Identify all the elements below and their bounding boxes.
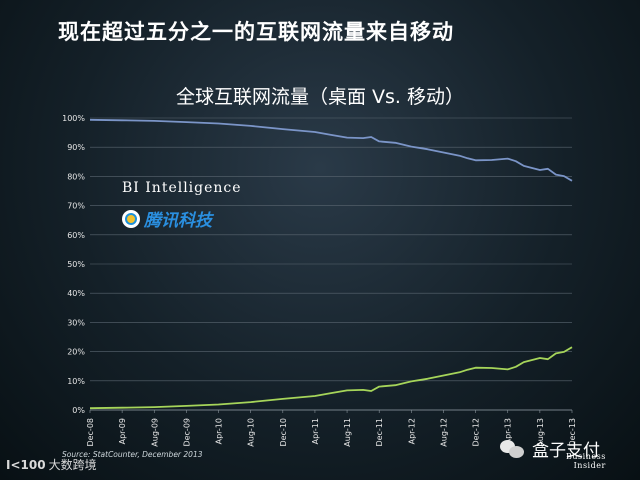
x-tick-label: Apr-11 bbox=[311, 418, 320, 444]
y-tick-label: 80% bbox=[67, 172, 85, 181]
headline: 现在超过五分之一的互联网流量来自移动 bbox=[58, 20, 454, 44]
footer-watermark: I<100 大数跨境 bbox=[6, 456, 97, 473]
y-tick-label: 30% bbox=[67, 318, 85, 327]
business-insider-logo: Business Insider bbox=[566, 452, 606, 470]
mobile-series-line bbox=[89, 346, 573, 410]
chart-title: 全球互联网流量（桌面 Vs. 移动） bbox=[175, 86, 465, 108]
x-tick-label: Aug-12 bbox=[439, 418, 448, 447]
wechat-icon bbox=[500, 438, 526, 460]
y-tick-labels: 0% 10% 20% 30% 40% 50% 60% 70% 80% 90% 100% bbox=[62, 114, 85, 415]
y-tick-label: 90% bbox=[67, 143, 85, 152]
x-tick-label: Apr-13 bbox=[504, 418, 513, 444]
y-tick-label: 0% bbox=[72, 406, 85, 415]
x-tick-label: Dec-09 bbox=[182, 418, 191, 447]
y-tick-label: 70% bbox=[67, 202, 85, 211]
business-insider-line1: Business bbox=[566, 452, 606, 461]
x-tick-label: Dec-11 bbox=[375, 418, 384, 447]
y-tick-label: 100% bbox=[62, 114, 85, 123]
desktop-series-line bbox=[89, 118, 573, 182]
tencent-logo-icon bbox=[122, 209, 140, 228]
source-note: Source: StatCounter, December 2013 bbox=[62, 450, 203, 459]
x-tick-label: Aug-09 bbox=[150, 418, 159, 447]
wechat-account: 盒子支付 bbox=[500, 436, 600, 461]
tencent-tech-label: 腾讯科技 bbox=[144, 211, 212, 231]
series-layer bbox=[89, 118, 573, 410]
y-tick-label: 20% bbox=[67, 348, 85, 357]
y-tick-label: 10% bbox=[67, 377, 85, 386]
grid-layer bbox=[89, 117, 573, 413]
x-tick-label: Apr-12 bbox=[407, 418, 416, 444]
bi-intelligence-brand: BI Intelligence bbox=[122, 180, 242, 196]
y-tick-label: 60% bbox=[67, 231, 85, 240]
business-insider-line2: Insider bbox=[573, 461, 606, 470]
y-tick-label: 40% bbox=[67, 289, 85, 298]
x-tick-label: Dec-12 bbox=[472, 418, 481, 447]
y-tick-label: 50% bbox=[67, 260, 85, 269]
x-tick-label: Dec-10 bbox=[279, 418, 288, 447]
x-tick-label: Aug-13 bbox=[536, 418, 545, 447]
tencent-tech-brand: 腾讯科技 bbox=[122, 206, 212, 231]
x-tick-label: Dec-13 bbox=[568, 418, 577, 447]
footer-watermark-label: 大数跨境 bbox=[48, 458, 97, 472]
dashuju-logo-icon: I<100 bbox=[6, 457, 46, 472]
wechat-account-name: 盒子支付 bbox=[532, 441, 600, 461]
x-tick-label: Aug-10 bbox=[247, 418, 256, 447]
x-tick-label: Dec-08 bbox=[86, 418, 95, 447]
x-tick-label: Aug-11 bbox=[343, 418, 352, 447]
x-tick-labels: Dec-08 Apr-09 Aug-09 Dec-09 Apr-10 Aug-10 Dec-… bbox=[86, 418, 577, 447]
x-tick-label: Apr-09 bbox=[118, 418, 127, 444]
x-tick-label: Apr-10 bbox=[215, 418, 224, 444]
